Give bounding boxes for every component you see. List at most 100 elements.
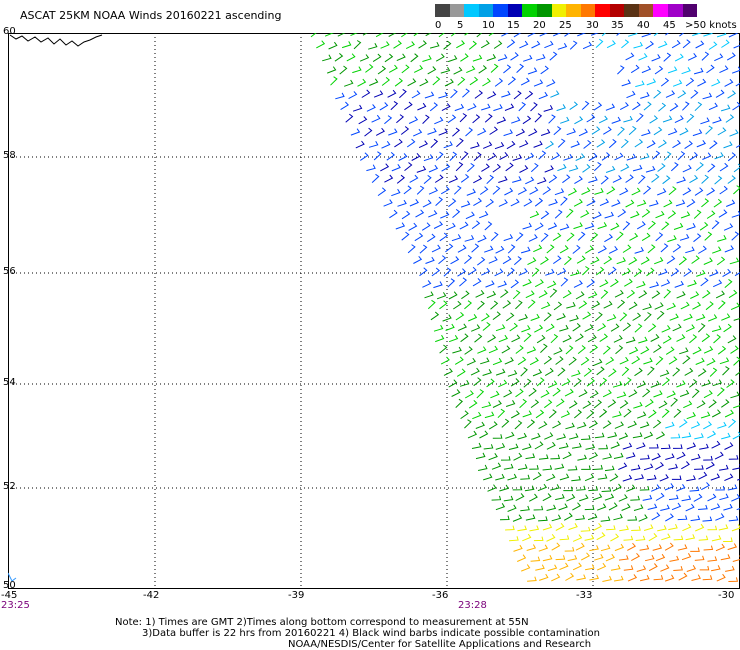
wind-barb (729, 257, 740, 265)
wind-barb (443, 40, 452, 50)
wind-barb (503, 389, 513, 398)
wind-barb (509, 536, 519, 542)
wind-barb (612, 483, 622, 492)
wind-barb (540, 343, 548, 353)
wind-barb (686, 442, 697, 450)
wind-barb (481, 103, 491, 111)
wind-barb (665, 90, 676, 98)
wind-barb (539, 573, 549, 581)
wind-barb (608, 368, 617, 378)
wind-barb (726, 379, 735, 388)
wind-barb (505, 525, 515, 531)
wind-barb (396, 114, 405, 124)
legend-swatch (464, 4, 479, 17)
wind-barb (585, 564, 595, 571)
wind-barb (523, 378, 532, 388)
wind-barb (646, 140, 656, 149)
wind-barb (466, 357, 476, 366)
wind-barb (710, 473, 721, 481)
wind-barb (651, 290, 661, 299)
wind-barb (460, 53, 469, 62)
wind-barb (399, 88, 407, 99)
wind-barb (487, 152, 497, 161)
wind-barb (658, 139, 667, 149)
wind-barb (685, 77, 695, 87)
wind-barb (455, 311, 465, 321)
wind-barb (617, 208, 627, 218)
wind-barb (672, 243, 682, 253)
wind-barb (586, 377, 596, 387)
wind-barb (568, 356, 577, 366)
wind-barb (515, 128, 526, 137)
wind-barb (427, 233, 436, 243)
wind-barb (415, 209, 425, 218)
wind-barb (663, 199, 673, 208)
wind-barb (575, 514, 585, 521)
legend-swatch (580, 4, 596, 17)
wind-barb (560, 277, 569, 287)
wind-barb (594, 553, 604, 561)
wind-barb (546, 504, 557, 511)
wind-barb (540, 389, 550, 398)
wind-barb (513, 544, 523, 552)
wind-barb (612, 175, 622, 183)
wind-barb (502, 300, 512, 309)
wind-barb (714, 53, 724, 62)
wind-barb (428, 187, 438, 195)
wind-barb (676, 176, 686, 184)
wind-barb (523, 54, 533, 62)
wind-barb (580, 356, 590, 366)
wind-barb (411, 90, 421, 99)
wind-barb (724, 473, 734, 482)
wind-barb (460, 151, 469, 161)
wind-barb (448, 198, 457, 208)
wind-barb (526, 419, 536, 429)
wind-barb (732, 555, 740, 562)
wind-barb (345, 113, 354, 123)
wind-barb (548, 380, 558, 388)
wind-barb (435, 53, 445, 62)
wind-barb (717, 127, 727, 136)
wind-barb (568, 164, 579, 172)
wind-barb (368, 42, 378, 50)
wind-barb (604, 465, 615, 472)
wind-barb (588, 291, 598, 299)
wind-barb (658, 400, 668, 409)
wind-barb (411, 152, 421, 161)
wind-barb (586, 410, 595, 419)
wind-barb (692, 346, 702, 355)
wind-barb (504, 103, 515, 111)
wind-barb (721, 399, 730, 408)
wind-barb (711, 325, 722, 332)
wind-barb (674, 280, 684, 288)
wind-barb (668, 524, 678, 531)
wind-barb (383, 199, 393, 207)
wind-barb (581, 434, 591, 440)
wind-barb (593, 358, 603, 367)
wind-barb (476, 389, 485, 399)
legend-swatch (624, 4, 639, 17)
wind-barb (549, 51, 558, 61)
wind-barb (506, 39, 516, 49)
wind-barb (597, 245, 607, 254)
wind-barb (558, 442, 569, 449)
wind-barb (671, 40, 681, 49)
wind-barb (633, 504, 644, 511)
wind-barb (714, 175, 723, 185)
wind-barb (719, 162, 729, 172)
wind-barb (562, 451, 572, 460)
wind-barb (412, 128, 423, 137)
wind-barb (692, 33, 702, 37)
wind-barb (418, 140, 428, 149)
wind-barb (599, 198, 610, 207)
wind-barb (414, 232, 424, 242)
wind-barb (641, 65, 652, 74)
legend-swatch (551, 4, 567, 17)
wind-barb (453, 66, 463, 75)
wind-barb (381, 141, 391, 149)
wind-barb (712, 246, 722, 254)
wind-barb (606, 186, 616, 195)
wind-barb (495, 324, 506, 332)
wind-barb (403, 185, 412, 195)
wind-barb (443, 141, 453, 149)
